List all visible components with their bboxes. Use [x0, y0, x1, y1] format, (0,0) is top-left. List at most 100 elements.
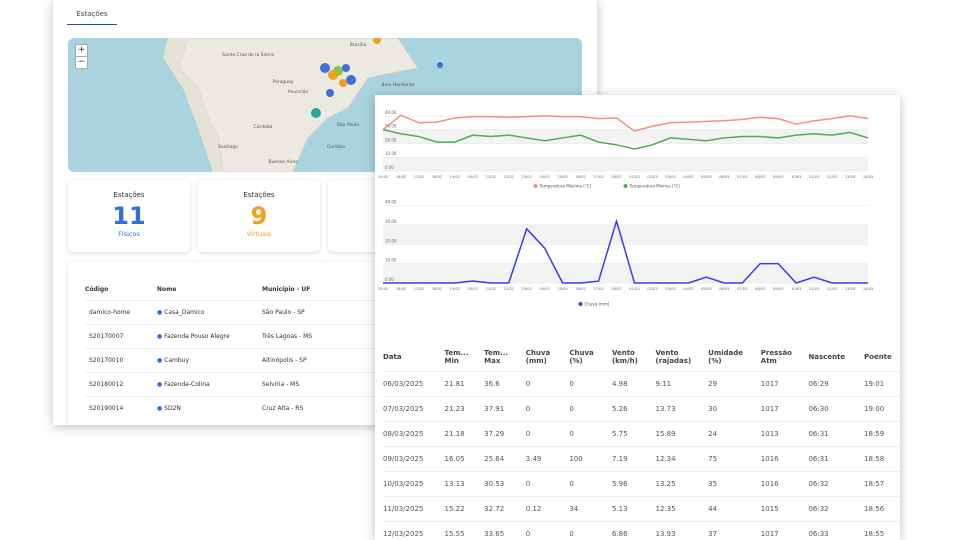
cell: S20170007	[85, 324, 157, 349]
cell: 1016	[760, 471, 809, 497]
x-tick-label: 27/02	[593, 175, 603, 179]
y-tick-label: 40.00	[385, 200, 397, 205]
table-row: S20180012 ● Fazenda-Colina Selvíria - MS	[85, 372, 382, 397]
cell-text: Cambuy	[164, 357, 190, 364]
map-label: São Paulo	[337, 122, 359, 128]
status-dot: ●	[157, 309, 165, 316]
x-tick-label: 18/02	[432, 175, 442, 179]
x-tick-label: 19/02	[450, 287, 460, 291]
x-tick-label: 02/03	[647, 175, 657, 179]
cell: 1013	[760, 421, 809, 447]
x-tick-label: 26/02	[575, 287, 585, 291]
cell: ● Fazenda Pouso Alegre	[157, 324, 262, 349]
cell: 100	[569, 446, 612, 472]
stat-card: Estações 11 Físicos	[68, 180, 190, 252]
cell: 16.05	[444, 446, 485, 472]
cell-text: Selvíria - MS	[262, 381, 300, 388]
status-dot: ●	[157, 405, 165, 412]
cell: 1016	[760, 446, 809, 472]
weather-window: 0.00 10.00 20.00 30.00 40.00 15/02 16/02 17/02 1…	[375, 95, 900, 540]
column-header: Data	[383, 353, 402, 361]
y-tick-label: 20.00	[385, 238, 397, 243]
cell: 0	[525, 471, 570, 497]
cell: 19:00	[864, 396, 900, 422]
status-dot: ●	[157, 357, 165, 364]
cell: 0	[569, 421, 612, 447]
map-label: Santiago	[218, 144, 238, 150]
y-tick-label: 0.00	[385, 277, 394, 282]
cell: ● Cambuy	[157, 348, 262, 373]
cell: 13.93	[655, 521, 709, 540]
cell: 7.19	[611, 446, 656, 472]
cell: Altinópolis - SP	[262, 348, 382, 373]
x-tick-label: 16/02	[396, 175, 406, 179]
cell: 0	[525, 521, 570, 540]
cell: 0	[569, 471, 612, 497]
legend-label: Temperatura Máxima (°C)	[539, 184, 592, 189]
column-header: Vento (rajadas)	[655, 349, 692, 365]
station-markers[interactable]	[311, 38, 443, 118]
cell: 1015	[760, 496, 809, 522]
cell: 08/03/2025	[383, 421, 445, 447]
x-tick-label: 23/02	[522, 287, 532, 291]
cell: 12.34	[655, 446, 709, 472]
x-tick-label: 28/02	[611, 175, 621, 179]
x-tick-label: 01/03	[629, 287, 639, 291]
x-tick-label: 23/02	[522, 175, 532, 179]
cell: 0	[525, 396, 570, 422]
cell: 30	[708, 396, 761, 422]
cell-text: S20190014	[89, 405, 124, 412]
card-count: 11	[112, 202, 146, 230]
cell: 0	[569, 521, 612, 540]
x-tick-label: 25/02	[557, 287, 567, 291]
cell: 21.23	[444, 396, 485, 422]
cell: 11/03/2025	[383, 496, 445, 522]
zoom-out[interactable]: −	[75, 56, 88, 69]
cell: 5.13	[611, 496, 656, 522]
cell: Três Lagoas - MS	[262, 324, 382, 349]
y-tick-label: 20.00	[385, 137, 397, 142]
x-tick-label: 14/03	[863, 287, 873, 291]
cell: 06:31	[808, 446, 865, 472]
status-dot: ●	[157, 381, 165, 388]
x-tick-label: 11/03	[809, 287, 819, 291]
x-tick-label: 19/02	[450, 175, 460, 179]
cell: 34	[569, 496, 612, 522]
cell: 5.75	[611, 421, 656, 447]
x-tick-label: 21/02	[486, 175, 496, 179]
cell: 6.86	[611, 521, 656, 540]
table-row: damico-home ● Casa_Damico São Paulo - SP	[85, 300, 382, 325]
cell-text: SD2N	[164, 405, 181, 412]
x-tick-label: 03/03	[665, 175, 675, 179]
cell: 29	[708, 371, 761, 397]
cell: 13.25	[655, 471, 709, 497]
x-tick-label: 16/02	[396, 287, 406, 291]
x-tick-label: 12/03	[827, 287, 837, 291]
x-tick-label: 13/03	[845, 287, 855, 291]
column-header: Vento (km/h)	[611, 349, 638, 365]
map-label: Buenos Aires	[268, 159, 298, 165]
x-tick-label: 15/02	[378, 175, 388, 179]
x-tick-label: 15/02	[378, 287, 388, 291]
legend-label: Chuva (mm)	[585, 302, 610, 307]
table-row: 12/03/2025 15.55 33.65 0 0 6.86 13.93 37 1017 06:…	[383, 521, 900, 540]
cell: 19:01	[864, 371, 900, 397]
cell: 1017	[760, 371, 809, 397]
header-row: Código Nome Município - UF	[85, 278, 382, 301]
column-header: Chuva (%)	[569, 349, 594, 365]
card-title: Estações	[113, 191, 145, 199]
x-tick-label: 12/03	[827, 175, 837, 179]
tab[interactable]: Estações	[67, 10, 117, 25]
cell: Cruz Alta - RS	[262, 396, 382, 420]
grid-band	[383, 157, 868, 171]
cell: Selvíria - MS	[262, 372, 382, 397]
cell: 06:33	[808, 521, 865, 540]
cell: 13.13	[444, 471, 485, 497]
card-sub: Virtuais	[246, 230, 272, 238]
cell: 13.73	[655, 396, 709, 422]
column-header: Umidade (%)	[708, 349, 744, 365]
cell: ● SD2N	[157, 396, 262, 420]
x-tick-label: 24/02	[539, 287, 549, 291]
